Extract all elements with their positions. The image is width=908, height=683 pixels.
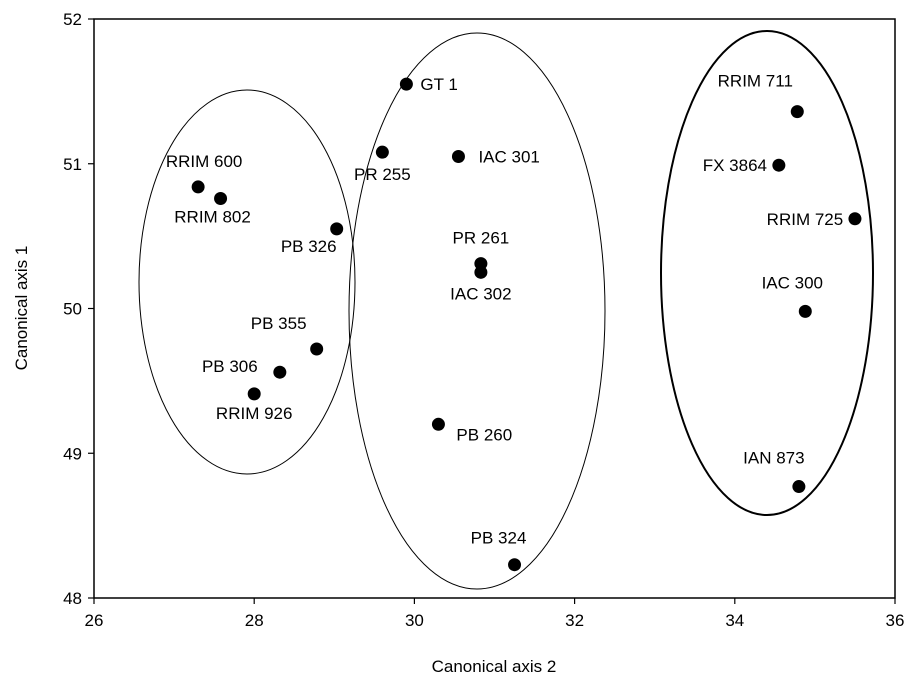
point-label: PB 306: [202, 357, 258, 376]
point-label: PR 255: [354, 165, 411, 184]
x-tick-label: 36: [886, 611, 905, 630]
point-label: IAC 301: [478, 148, 539, 167]
y-tick-label: 52: [63, 10, 82, 29]
point-label: RRIM 711: [718, 72, 793, 91]
data-point: [772, 158, 786, 172]
data-point: [848, 212, 862, 226]
cluster-ellipse-middle: [348, 32, 606, 590]
point-label: RRIM 926: [216, 404, 293, 423]
x-tick-label: 32: [565, 611, 584, 630]
data-point: [790, 105, 804, 119]
plot-frame: [93, 18, 896, 599]
data-point: [508, 558, 522, 572]
x-axis-title: Canonical axis 2: [432, 657, 557, 676]
cluster-ellipse-right: [660, 30, 874, 516]
y-tick-label: 51: [63, 155, 82, 174]
point-label: PB 355: [251, 314, 307, 333]
data-point: [191, 180, 205, 194]
data-points: GT 1 PR 255 IAC 301 RRIM 600 RRIM 802 PB 326 P…: [166, 72, 862, 572]
point-label: GT 1: [420, 75, 457, 94]
point-label: FX 3864: [703, 156, 767, 175]
point-label: RRIM 802: [174, 207, 251, 226]
point-label: PB 260: [456, 425, 512, 444]
data-point: [451, 150, 465, 164]
data-point: [214, 191, 228, 205]
point-label: IAC 300: [762, 273, 823, 292]
x-tick-label: 30: [405, 611, 424, 630]
point-label: IAC 302: [450, 284, 511, 303]
data-point: [273, 365, 287, 379]
data-point: [247, 387, 261, 401]
data-point: [798, 304, 812, 318]
data-point: [310, 342, 324, 356]
y-tick-label: 50: [63, 300, 82, 319]
y-axis-title: Canonical axis 1: [12, 246, 31, 371]
data-point: [330, 222, 344, 236]
y-tick-label: 49: [63, 444, 82, 463]
y-tick-label: 48: [63, 589, 82, 608]
data-point: [792, 480, 806, 494]
point-label: RRIM 725: [767, 210, 844, 229]
x-tick-label: 28: [245, 611, 264, 630]
data-point: [375, 145, 389, 159]
cluster-ellipses: [138, 30, 874, 590]
y-axis-ticks: 48 49 50 51 52: [63, 10, 94, 608]
cluster-ellipse-left: [138, 89, 356, 475]
data-point: [431, 417, 445, 431]
x-axis-ticks: 26 28 30 32 34 36: [85, 598, 905, 630]
data-point: [399, 77, 413, 91]
point-label: RRIM 600: [166, 152, 243, 171]
point-label: PR 261: [453, 229, 510, 248]
point-label: PB 324: [471, 529, 527, 548]
x-tick-label: 34: [725, 611, 744, 630]
x-tick-label: 26: [85, 611, 104, 630]
data-point: [474, 265, 488, 279]
point-label: IAN 873: [743, 449, 804, 468]
point-label: PB 326: [281, 237, 337, 256]
